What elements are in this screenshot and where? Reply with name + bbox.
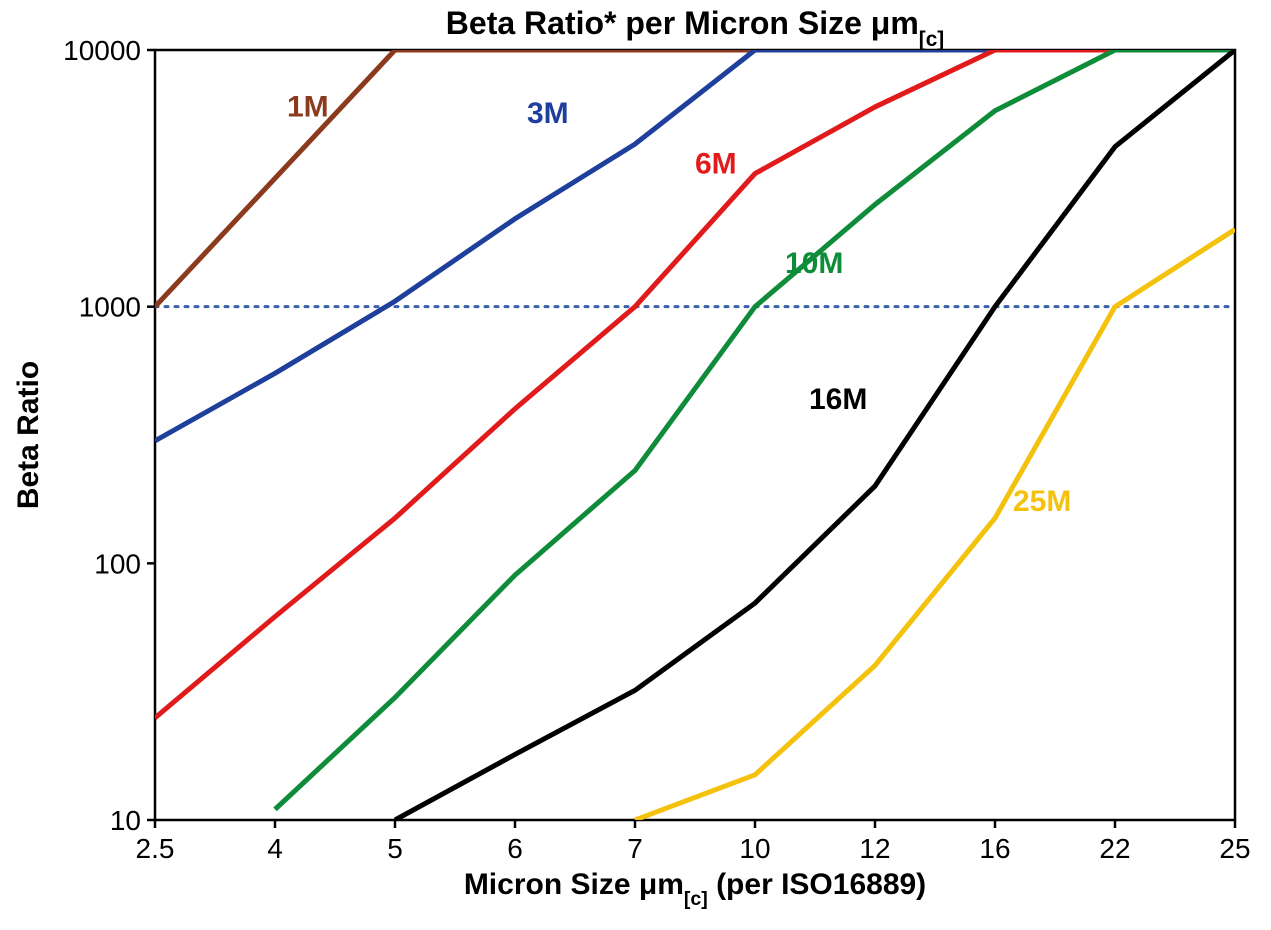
x-tick-label: 25 [1219, 833, 1250, 864]
y-tick-label: 10000 [63, 35, 141, 66]
series-label-3M: 3M [527, 97, 569, 130]
chart-title: Beta Ratio* per Micron Size μm[c] [446, 5, 944, 51]
x-tick-label: 5 [387, 833, 403, 864]
series-label-6M: 6M [695, 148, 737, 181]
x-tick-label: 7 [627, 833, 643, 864]
x-axis-label: Micron Size μm[c] (per ISO16889) [464, 868, 926, 910]
beta-ratio-chart: Beta Ratio* per Micron Size μm[c] 10 100 10… [0, 0, 1271, 930]
series-label-1M: 1M [287, 91, 329, 124]
series-label-25M: 25M [1013, 485, 1071, 518]
series-line-16M [395, 50, 1235, 820]
series-line-10M [275, 50, 1235, 809]
x-tick-label: 10 [739, 833, 770, 864]
y-tick-label: 100 [94, 548, 141, 579]
x-tick-label: 6 [507, 833, 523, 864]
chart-container: Beta Ratio* per Micron Size μm[c] 10 100 10… [0, 0, 1271, 930]
x-tick-label: 16 [979, 833, 1010, 864]
x-tick-label: 2.5 [136, 833, 175, 864]
series-label-10M: 10M [785, 247, 843, 280]
x-tick-label: 22 [1099, 833, 1130, 864]
x-tick-label: 12 [859, 833, 890, 864]
y-tick-label: 1000 [79, 292, 141, 323]
x-tick-label: 4 [267, 833, 283, 864]
y-tick-label: 10 [110, 805, 141, 836]
series-line-25M [635, 229, 1235, 820]
y-axis-label: Beta Ratio [12, 361, 45, 509]
series-label-16M: 16M [809, 383, 867, 416]
